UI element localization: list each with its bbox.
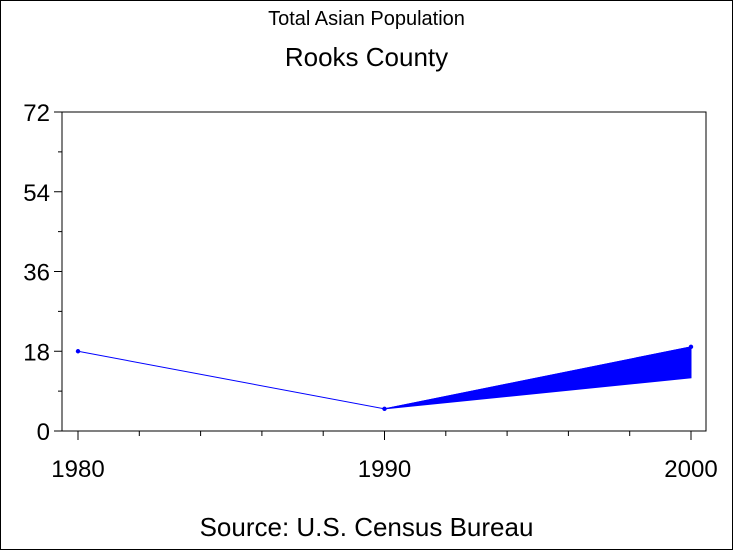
chart-title: Total Asian Population bbox=[268, 8, 465, 30]
y-tick-label: 18 bbox=[23, 339, 50, 366]
data-point bbox=[75, 349, 81, 354]
x-tick-label: 1990 bbox=[358, 456, 411, 483]
x-tick-label: 2000 bbox=[664, 456, 717, 483]
chart-subtitle: Rooks County bbox=[284, 42, 449, 72]
data-point bbox=[382, 406, 387, 412]
y-tick-label: 0 bbox=[37, 419, 50, 446]
data-point bbox=[688, 344, 694, 350]
x-tick-label: 1980 bbox=[51, 456, 104, 483]
y-tick-label: 54 bbox=[23, 180, 50, 207]
y-tick-label: 36 bbox=[23, 260, 50, 287]
source-note: Source: U.S. Census Bureau bbox=[199, 512, 534, 542]
y-tick-label: 72 bbox=[23, 100, 50, 127]
